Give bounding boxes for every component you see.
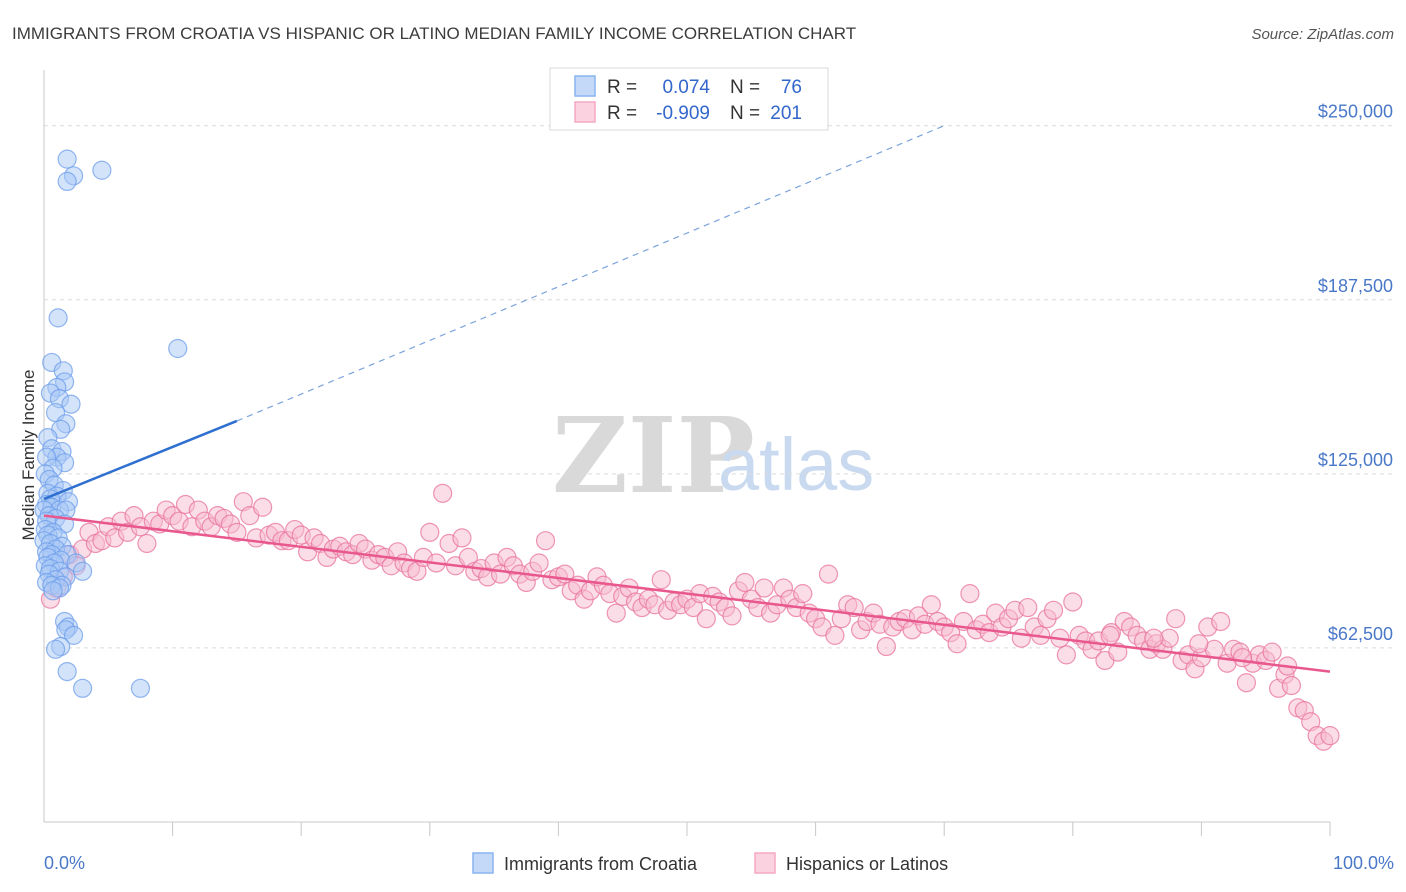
series-croatia	[34, 149, 188, 698]
bottom-legend-swatch-croatia	[472, 852, 494, 874]
legend-n-label-2: N =	[730, 103, 760, 124]
x-tick-label-end: 100.0%	[1333, 853, 1394, 873]
series-hispanic	[40, 483, 1340, 751]
data-point	[529, 553, 549, 573]
data-point	[876, 636, 896, 657]
data-point	[1232, 648, 1253, 668]
data-point	[960, 584, 980, 604]
y-tick-label: $62,500	[1328, 624, 1393, 644]
x-tick-labels: 0.0% 100.0%	[44, 853, 1394, 873]
data-point	[433, 483, 453, 503]
data-point	[921, 595, 941, 615]
legend-n-label-1: N =	[730, 77, 760, 98]
trend-line-croatia	[43, 419, 238, 501]
data-point	[1320, 726, 1340, 746]
data-point	[137, 533, 157, 554]
chart-source: Source: ZipAtlas.com	[1251, 26, 1394, 43]
legend-r-label-2: R =	[607, 103, 637, 124]
bottom-legend: Immigrants from Croatia Hispanics or Lat…	[472, 852, 948, 874]
watermark-zip: ZIP	[552, 394, 755, 517]
data-point	[947, 634, 967, 654]
bottom-legend-label-croatia: Immigrants from Croatia	[504, 854, 698, 874]
data-point	[1100, 625, 1120, 645]
chart-title: IMMIGRANTS FROM CROATIA VS HISPANIC OR L…	[12, 24, 856, 43]
legend-box	[549, 67, 829, 131]
data-point	[1211, 611, 1231, 632]
data-point	[1281, 675, 1302, 696]
data-point	[606, 603, 626, 623]
data-point	[72, 561, 93, 581]
data-point	[1063, 592, 1083, 612]
bottom-legend-swatch-hispanic	[754, 852, 776, 874]
watermark-atlas: atlas	[718, 423, 874, 506]
data-point	[48, 308, 68, 328]
data-point	[72, 678, 93, 698]
data-point	[130, 678, 151, 698]
legend-n-value-2: 201	[770, 103, 802, 124]
data-point	[754, 578, 774, 598]
data-point	[651, 570, 671, 590]
data-point	[57, 149, 77, 169]
legend-r-value-2: -0.909	[656, 103, 710, 124]
y-axis-title: Median Family Income	[19, 369, 38, 540]
data-point	[92, 160, 112, 180]
grid	[44, 125, 1394, 649]
data-point	[1144, 628, 1164, 648]
data-point	[844, 597, 864, 618]
trend-line-hispanic	[43, 514, 1331, 673]
watermark: ZIP atlas	[552, 394, 874, 517]
y-tick-label: $250,000	[1318, 102, 1393, 122]
data-point	[1018, 597, 1038, 618]
legend-r-value-1: 0.074	[662, 77, 710, 98]
data-point	[1166, 609, 1186, 629]
data-point	[825, 625, 845, 645]
legend: R = 0.074 N = 76 R = -0.909 N = 201	[549, 67, 829, 131]
data-point	[1056, 645, 1076, 665]
legend-n-value-1: 76	[781, 77, 802, 98]
data-point	[57, 661, 77, 682]
data-point	[1043, 600, 1064, 620]
data-point	[452, 528, 472, 548]
data-point	[61, 394, 81, 414]
bottom-legend-label-hispanic: Hispanics or Latinos	[786, 854, 948, 874]
trend-layer	[43, 125, 1331, 673]
data-point	[168, 338, 188, 359]
data-point	[227, 522, 247, 542]
data-point	[43, 581, 63, 601]
y-tick-labels: $62,500 $125,000 $187,500 $250,000	[1318, 102, 1393, 644]
data-point	[696, 609, 716, 629]
data-point	[253, 497, 273, 517]
y-tick-label: $125,000	[1318, 450, 1393, 470]
data-point	[420, 522, 440, 542]
y-tick-label: $187,500	[1318, 276, 1393, 296]
data-point	[63, 625, 84, 645]
data-point	[735, 572, 755, 593]
x-tick-label-start: 0.0%	[44, 853, 85, 873]
data-point	[45, 639, 66, 659]
legend-swatch-croatia	[574, 75, 596, 97]
data-point	[1262, 642, 1282, 662]
data-point	[535, 531, 556, 551]
legend-r-label-1: R =	[607, 77, 637, 98]
series-layer	[34, 149, 1340, 751]
data-point	[818, 564, 839, 584]
data-point	[1236, 673, 1257, 693]
data-point	[722, 606, 742, 626]
data-point	[1189, 634, 1209, 654]
data-point	[57, 171, 77, 192]
legend-swatch-hispanic	[574, 101, 596, 123]
trend-line-croatia-extension	[236, 125, 945, 422]
data-point	[793, 584, 813, 604]
